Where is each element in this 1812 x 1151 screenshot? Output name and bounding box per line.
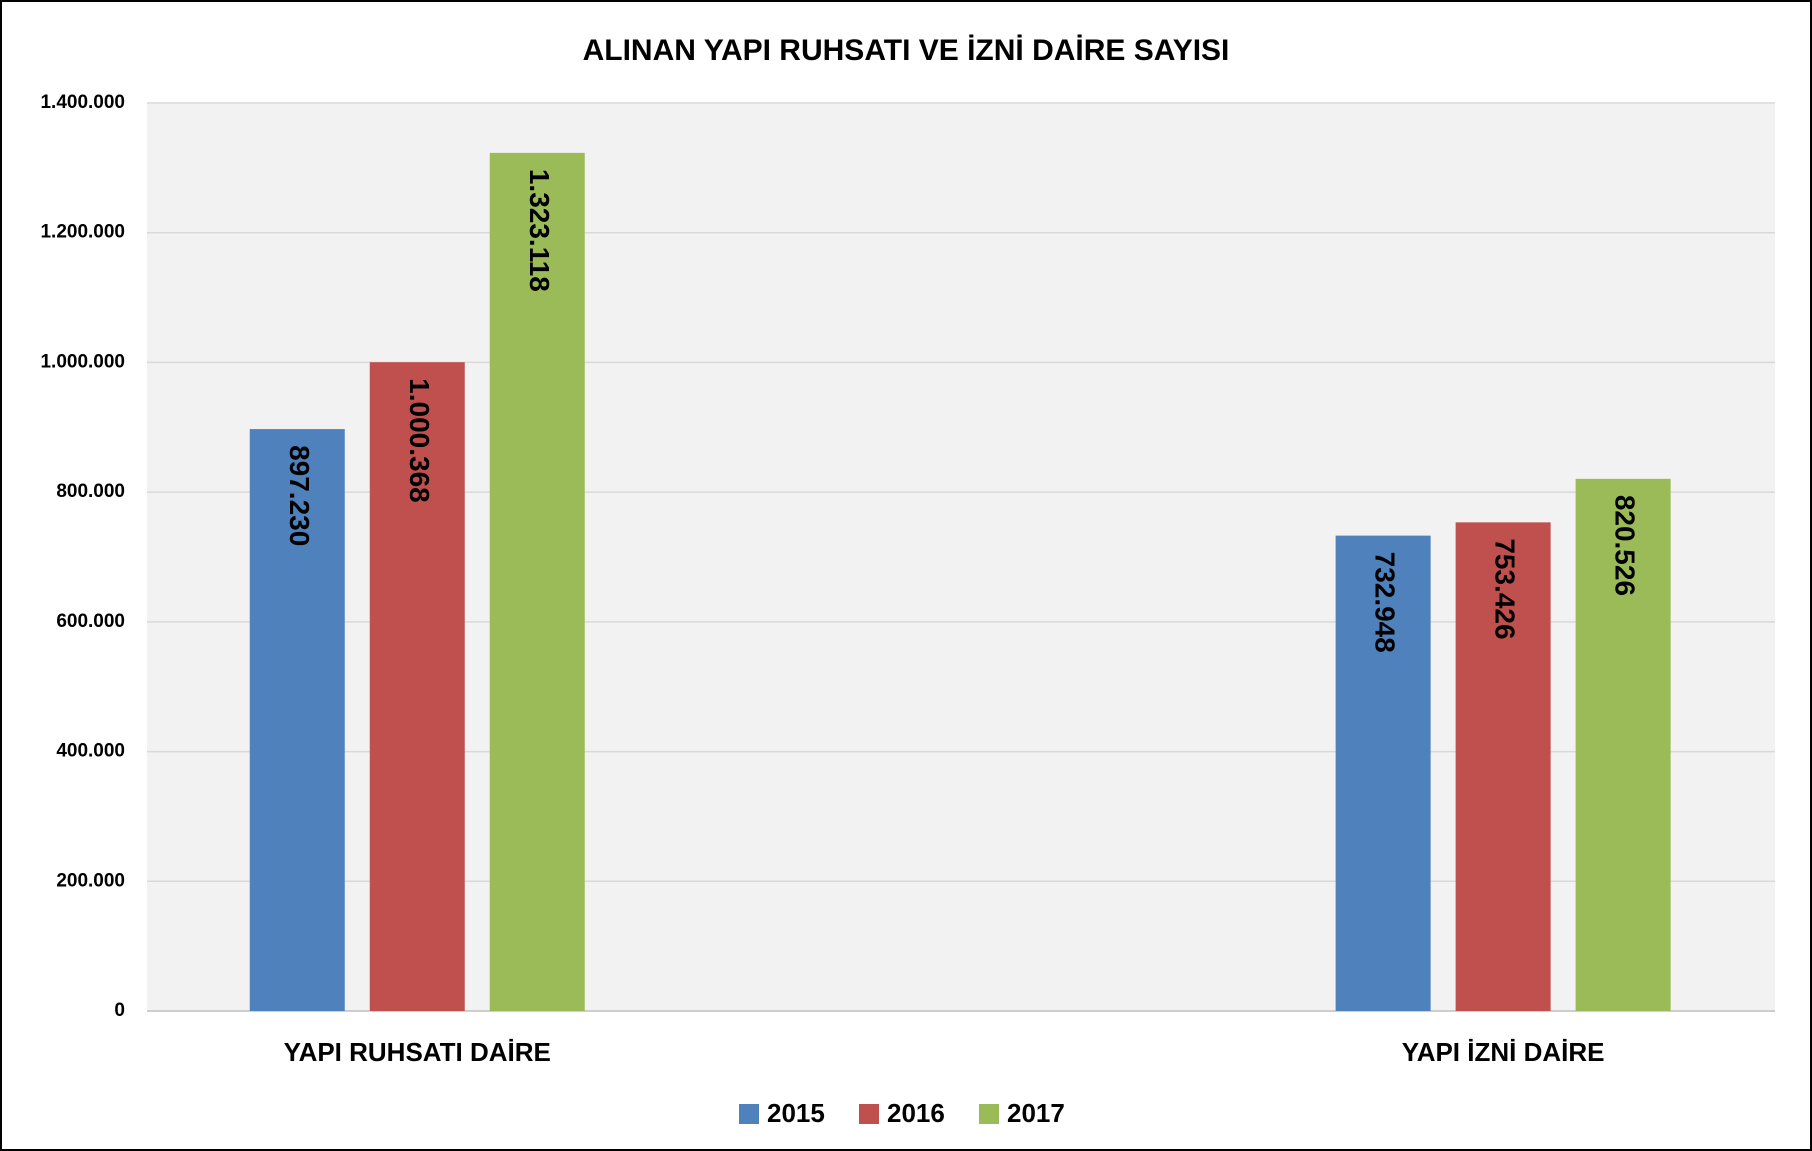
- chart-title: ALINAN YAPI RUHSATI VE İZNİ DAİRE SAYISI: [583, 34, 1230, 67]
- y-tick-label: 1.000.000: [40, 351, 125, 372]
- bar: [1335, 535, 1431, 1011]
- legend-label: 2015: [767, 1098, 825, 1128]
- legend-swatch: [979, 1104, 999, 1124]
- data-label: 820.526: [1610, 495, 1641, 596]
- y-tick-label: 0: [114, 1000, 125, 1021]
- bar: [489, 152, 585, 1011]
- y-tick-label: 1.400.000: [40, 92, 125, 113]
- legend-label: 2017: [1007, 1098, 1065, 1128]
- y-tick-label: 800.000: [56, 481, 125, 502]
- bar: [369, 362, 465, 1011]
- bar: [1455, 522, 1551, 1011]
- bar: [1575, 478, 1671, 1011]
- data-label: 753.426: [1490, 538, 1521, 639]
- y-tick-label: 1.200.000: [40, 222, 125, 243]
- bar: [249, 429, 345, 1011]
- x-tick-label: YAPI İZNİ DAİRE: [1402, 1037, 1605, 1067]
- legend-swatch: [859, 1104, 879, 1124]
- legend-swatch: [739, 1104, 759, 1124]
- data-label: 897.230: [284, 445, 315, 546]
- data-label: 1.000.368: [404, 378, 435, 503]
- legend-label: 2016: [887, 1098, 945, 1128]
- data-label: 732.948: [1370, 552, 1401, 653]
- data-label: 1.323.118: [524, 169, 555, 292]
- y-tick-label: 400.000: [56, 741, 125, 762]
- y-tick-label: 200.000: [56, 870, 125, 891]
- y-tick-label: 600.000: [56, 611, 125, 632]
- x-tick-label: YAPI RUHSATI DAİRE: [284, 1037, 551, 1067]
